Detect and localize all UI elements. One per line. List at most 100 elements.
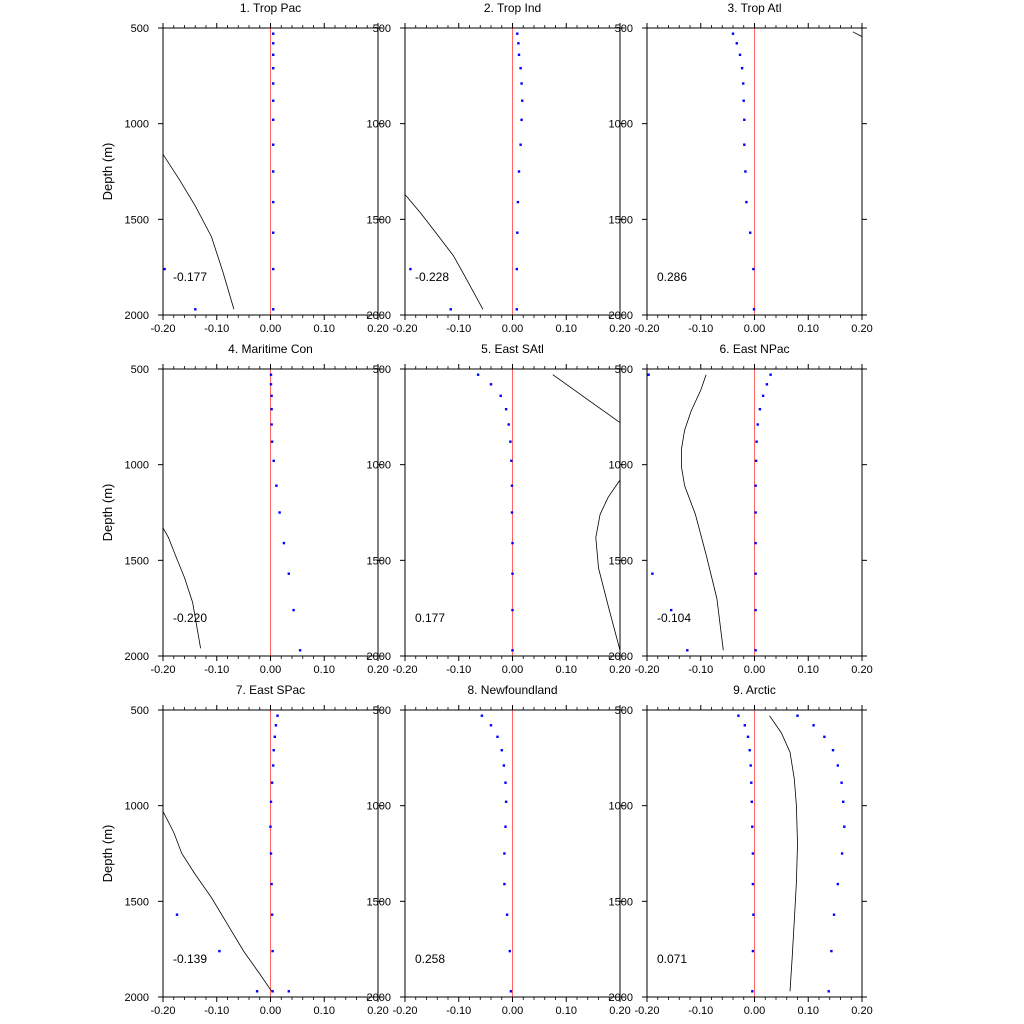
data-point [269, 383, 273, 386]
profile-line [405, 194, 484, 310]
y-axis-label: Depth (m) [100, 484, 115, 542]
data-point [742, 99, 745, 102]
panel-title: 6. East NPac [719, 342, 789, 356]
x-tick-label: 0.10 [798, 1005, 819, 1017]
data-point [270, 440, 274, 443]
data-point [751, 882, 755, 886]
data-point [765, 383, 769, 386]
data-point [832, 913, 836, 916]
panel-3: 3. Trop Atl -0.20 -0.10 0.00 0.10 0.20 500 1000… [609, 1, 873, 335]
data-point [842, 800, 845, 803]
data-point [751, 852, 755, 855]
data-point [504, 800, 508, 803]
x-tick-label: 0.20 [609, 664, 630, 676]
x-tick-label: -0.20 [634, 1005, 659, 1017]
y-tick-label: 1000 [367, 801, 391, 813]
data-point [270, 781, 274, 784]
data-point [272, 200, 275, 204]
x-tick-label: 0.00 [744, 664, 765, 676]
data-point [516, 32, 519, 35]
panel-annotation: 0.286 [657, 270, 687, 284]
y-tick-label: 2000 [125, 310, 149, 322]
data-point [449, 308, 452, 311]
data-point [755, 440, 758, 443]
data-point [194, 308, 197, 311]
panel-annotation: 0.071 [657, 952, 687, 966]
panel-4: 4. Maritime Con -0.20 -0.10 0.00 0.10 0.20 500… [100, 342, 389, 676]
x-tick-label: 0.20 [609, 1005, 630, 1017]
data-point [796, 714, 799, 717]
data-point [272, 749, 275, 752]
data-point [751, 825, 754, 828]
y-tick-label: 2000 [367, 992, 391, 1004]
x-tick-label: -0.20 [150, 1005, 175, 1017]
panel-annotation: -0.220 [173, 611, 207, 625]
x-tick-label: 0.00 [502, 323, 523, 335]
data-point [510, 484, 514, 487]
data-point [731, 32, 735, 35]
panel-title: 3. Trop Atl [727, 1, 781, 15]
data-point [480, 714, 484, 717]
x-tick-label: 0.00 [260, 323, 281, 335]
y-tick-label: 1000 [609, 460, 633, 472]
y-tick-label: 500 [615, 23, 633, 35]
data-point [823, 735, 826, 738]
x-tick-label: 0.20 [609, 323, 630, 335]
y-tick-label: 2000 [367, 651, 391, 663]
y-tick-label: 1500 [609, 896, 633, 908]
data-point [751, 990, 754, 993]
data-point [516, 200, 520, 204]
panel-title: 2. Trop Ind [484, 1, 541, 15]
data-point [272, 67, 275, 70]
data-point [754, 572, 757, 575]
data-point [651, 572, 654, 575]
data-point [500, 749, 503, 752]
data-point [752, 913, 755, 916]
x-tick-label: 0.10 [798, 323, 819, 335]
data-point [756, 423, 759, 426]
x-tick-label: 0.10 [314, 1005, 335, 1017]
x-tick-label: -0.10 [446, 1005, 471, 1017]
data-point [503, 852, 506, 855]
data-point [745, 200, 748, 204]
data-point [836, 882, 839, 886]
data-point [272, 459, 275, 462]
profile-line [852, 31, 862, 37]
data-point [758, 408, 762, 411]
x-tick-label: 0.10 [556, 1005, 577, 1017]
panel-annotation: -0.177 [173, 270, 207, 284]
x-tick-label: 0.10 [556, 323, 577, 335]
y-tick-label: 500 [615, 364, 633, 376]
panel-5: 5. East SAtl -0.20 -0.10 0.00 0.10 0.20 500 100… [367, 342, 631, 676]
panel-title: 1. Trop Pac [240, 1, 301, 15]
data-point [735, 42, 738, 45]
y-tick-label: 1000 [367, 460, 391, 472]
x-tick-label: -0.20 [392, 1005, 417, 1017]
x-tick-label: -0.20 [392, 323, 417, 335]
data-point [276, 714, 279, 717]
data-point [510, 511, 514, 514]
data-point [812, 724, 815, 727]
data-point [270, 423, 273, 426]
y-tick-label: 1500 [125, 214, 149, 226]
data-point [761, 394, 765, 397]
data-point [282, 541, 286, 545]
data-point [272, 53, 275, 56]
panel-6: 6. East NPac -0.20 -0.10 0.00 0.10 0.20 500 100… [609, 342, 873, 676]
data-point [743, 118, 746, 121]
data-point [499, 394, 502, 397]
data-point [686, 649, 689, 652]
x-tick-label: 0.20 [367, 323, 388, 335]
panel-9: 9. Arctic -0.20 -0.10 0.00 0.10 0.20 500 1000 15… [609, 683, 873, 1017]
data-point [163, 267, 166, 271]
profile-line [163, 527, 201, 649]
data-point [769, 373, 772, 376]
data-point [515, 267, 518, 271]
data-point [743, 724, 746, 727]
y-tick-label: 1500 [367, 896, 391, 908]
data-point [752, 267, 755, 271]
x-tick-label: 0.20 [851, 664, 872, 676]
data-point [752, 308, 756, 311]
data-point [509, 440, 512, 443]
data-point [272, 42, 275, 45]
